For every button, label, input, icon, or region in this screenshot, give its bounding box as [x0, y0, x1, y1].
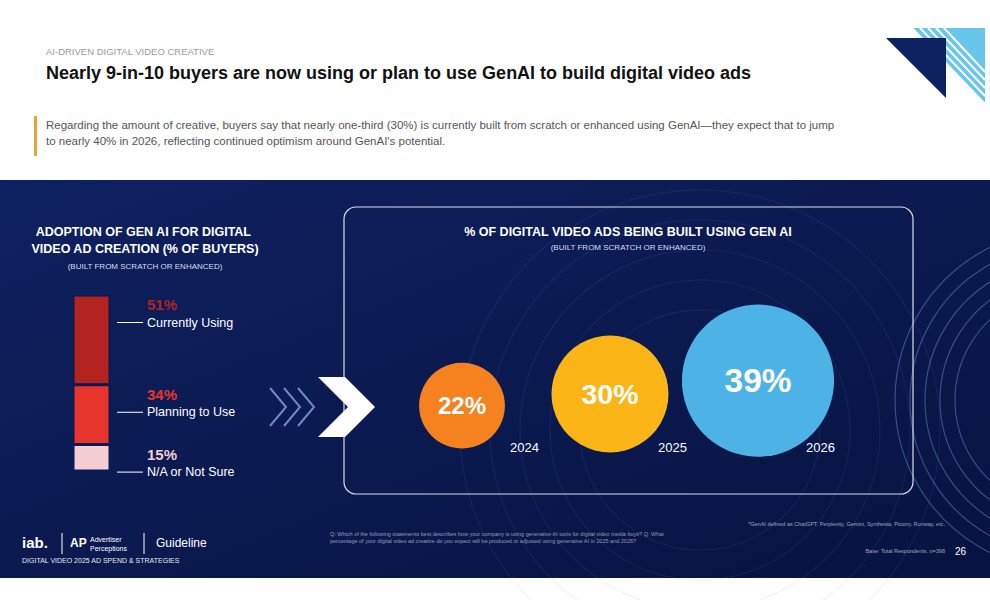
svg-text:(BUILT FROM SCRATCH OR ENHANCE: (BUILT FROM SCRATCH OR ENHANCED): [68, 262, 223, 271]
svg-text:34%: 34%: [147, 386, 177, 403]
svg-text:ADOPTION OF GEN AI FOR DIGITAL: ADOPTION OF GEN AI FOR DIGITAL: [36, 225, 255, 239]
svg-text:(BUILT FROM SCRATCH OR ENHANCE: (BUILT FROM SCRATCH OR ENHANCED): [551, 243, 706, 252]
svg-text:to nearly 40% in 2026, reflect: to nearly 40% in 2026, reflecting contin…: [46, 135, 445, 147]
svg-text:AI-DRIVEN DIGITAL VIDEO CREATI: AI-DRIVEN DIGITAL VIDEO CREATIVE: [46, 46, 214, 57]
svg-text:AP: AP: [70, 536, 87, 550]
svg-text:Advertiser: Advertiser: [90, 536, 123, 543]
svg-text:15%: 15%: [147, 446, 177, 463]
svg-text:39%: 39%: [725, 362, 792, 399]
svg-text:DIGITAL VIDEO 2025 AD SPEND &: DIGITAL VIDEO 2025 AD SPEND & STRATEGIES: [22, 557, 180, 564]
svg-text:Currently Using: Currently Using: [147, 316, 233, 330]
svg-text:30%: 30%: [581, 378, 638, 410]
svg-text:Q: Which of the following stat: Q: Which of the following statements bes…: [330, 531, 665, 537]
svg-text:2026: 2026: [806, 440, 835, 455]
svg-text:Guideline: Guideline: [156, 536, 207, 550]
svg-text:Regarding the amount of creati: Regarding the amount of creative, buyers…: [46, 119, 837, 131]
svg-text:2025: 2025: [658, 440, 687, 455]
svg-text:Planning to Use: Planning to Use: [147, 405, 235, 419]
svg-text:VIDEO AD CREATION (% OF BUYERS: VIDEO AD CREATION (% OF BUYERS): [31, 242, 258, 256]
svg-text:Nearly 9-in-10 buyers are now: Nearly 9-in-10 buyers are now using or p…: [46, 63, 751, 83]
svg-text:51%: 51%: [147, 296, 177, 313]
svg-text:26: 26: [955, 546, 967, 557]
svg-text:Perceptions: Perceptions: [90, 545, 127, 553]
svg-text:N/A or Not Sure: N/A or Not Sure: [147, 465, 235, 479]
svg-text:% OF DIGITAL VIDEO ADS BEING B: % OF DIGITAL VIDEO ADS BEING BUILT USING…: [464, 225, 792, 239]
svg-text:22%: 22%: [438, 392, 486, 419]
svg-text:*GenAI defined as ChatGPT, Per: *GenAI defined as ChatGPT, Perplexity, G…: [748, 521, 945, 527]
svg-text:iab.: iab.: [22, 534, 48, 551]
svg-text:percentage of your digital vid: percentage of your digital video ad crea…: [330, 538, 636, 544]
svg-text:2024: 2024: [510, 440, 539, 455]
svg-text:Base: Total Respondents, n=398: Base: Total Respondents, n=398: [865, 548, 945, 554]
